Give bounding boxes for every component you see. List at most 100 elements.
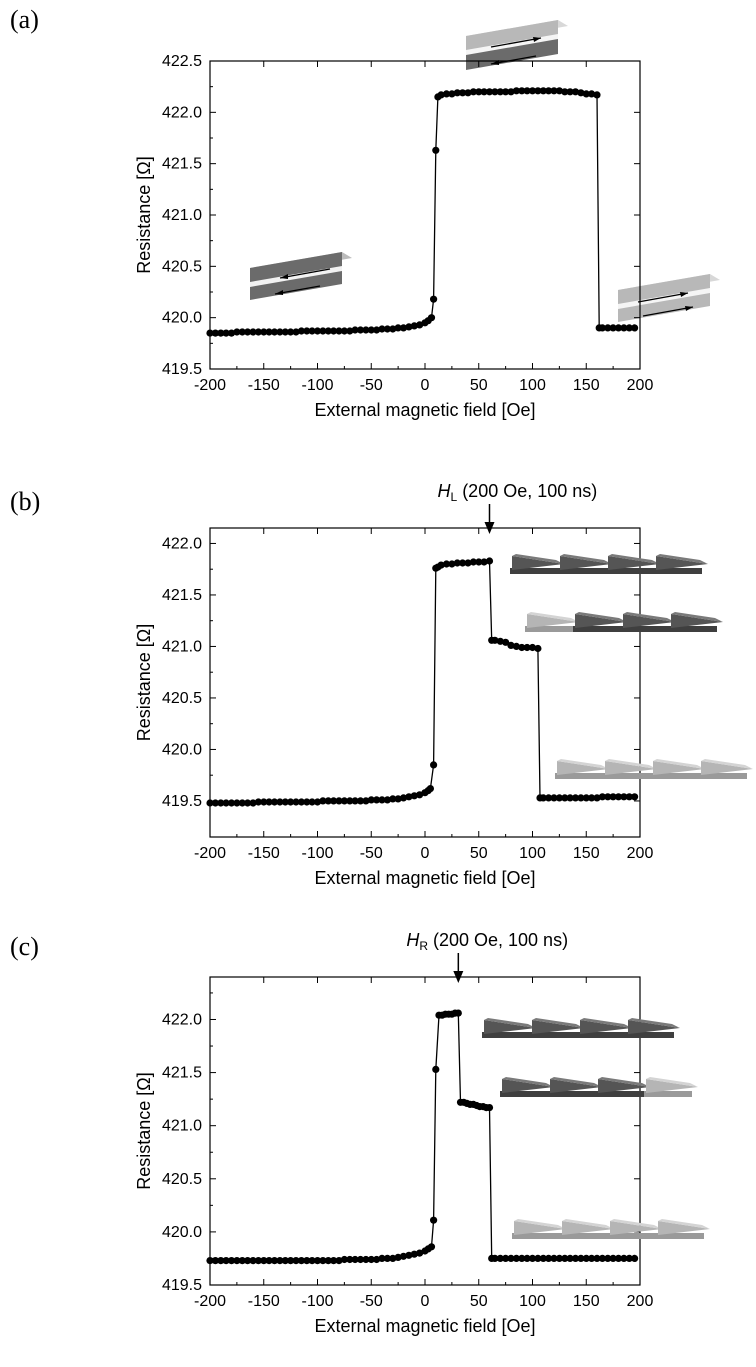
antiparallel-strip-inset	[250, 252, 352, 300]
field-pulse-annotation: HR (200 Oe, 100 ns)	[406, 930, 568, 953]
data-point	[512, 87, 521, 95]
data-point	[330, 797, 338, 805]
data-point	[405, 323, 413, 331]
data-point	[577, 794, 585, 802]
data-point	[539, 87, 547, 95]
data-point	[539, 1254, 547, 1262]
y-tick-label: 419.5	[162, 1277, 202, 1294]
data-point	[427, 314, 436, 322]
data-point	[614, 1254, 623, 1262]
y-axis-label: Resistance [Ω]	[134, 156, 154, 274]
y-tick-label: 420.0	[162, 1224, 202, 1241]
data-point	[244, 1257, 252, 1265]
y-tick-label: 420.0	[162, 741, 202, 758]
data-point	[614, 324, 623, 332]
y-tick-label: 422.5	[162, 53, 202, 70]
data-point	[394, 1253, 402, 1261]
y-tick-label: 420.5	[162, 258, 202, 275]
data-point	[469, 558, 477, 566]
data-point	[448, 560, 456, 568]
x-tick-label: 0	[421, 845, 430, 862]
data-point	[502, 88, 510, 96]
data-point	[254, 328, 262, 336]
data-point	[292, 798, 300, 806]
y-tick-label: 420.5	[162, 690, 202, 707]
y-tick-label: 419.5	[162, 793, 202, 810]
data-point	[335, 1257, 343, 1265]
data-point	[459, 89, 467, 97]
data-point	[598, 324, 607, 332]
data-point	[459, 559, 467, 567]
data-point	[555, 794, 564, 802]
x-tick-label: 150	[573, 377, 600, 394]
data-point	[582, 90, 590, 98]
data-point	[206, 329, 214, 337]
data-point	[518, 643, 526, 652]
data-point	[598, 1254, 607, 1262]
data-point	[442, 90, 451, 98]
data-point	[528, 87, 537, 95]
parallel-strip-right-inset	[618, 274, 720, 322]
data-point	[238, 1257, 246, 1265]
data-point	[593, 91, 601, 99]
data-point	[303, 798, 311, 806]
field-pulse-annotation: HL (200 Oe, 100 ns)	[438, 481, 598, 504]
data-point	[373, 796, 381, 804]
data-point	[454, 1009, 462, 1017]
data-point	[281, 798, 289, 806]
data-point	[335, 327, 343, 335]
data-point	[480, 558, 488, 566]
data-point	[631, 1254, 639, 1262]
data-point	[373, 326, 381, 334]
data-point	[211, 799, 219, 807]
data-point	[448, 90, 456, 98]
domain-row-all-dark-inset	[510, 554, 708, 574]
data-point	[254, 1257, 262, 1265]
domain-row-one-light-right-inset	[500, 1077, 698, 1097]
data-point	[378, 1254, 386, 1262]
data-point	[518, 87, 526, 95]
data-point	[233, 1257, 241, 1265]
data-point	[367, 1255, 375, 1264]
data-point	[545, 794, 553, 802]
data-point	[211, 329, 219, 337]
x-tick-label: -50	[360, 845, 383, 862]
series-line	[210, 90, 635, 334]
y-tick-label: 420.0	[162, 310, 202, 327]
data-point	[287, 1257, 295, 1265]
data-point	[297, 327, 305, 335]
data-point	[356, 797, 365, 805]
data-point	[330, 1257, 338, 1265]
data-point	[340, 797, 348, 805]
data-point	[512, 642, 521, 651]
y-tick-label: 421.5	[162, 156, 202, 173]
data-point	[550, 87, 558, 95]
data-point	[507, 88, 515, 96]
data-point	[249, 799, 257, 807]
data-point	[303, 1257, 311, 1265]
data-point	[609, 793, 617, 801]
data-point	[313, 327, 322, 335]
data-point	[324, 797, 332, 805]
data-point	[571, 1254, 580, 1262]
data-point	[437, 561, 445, 569]
data-point	[362, 797, 370, 805]
data-point	[571, 88, 580, 96]
data-point	[270, 328, 279, 336]
x-tick-label: 100	[519, 845, 546, 862]
data-point	[383, 325, 391, 333]
y-tick-label: 421.0	[162, 638, 202, 655]
data-point	[367, 326, 375, 334]
data-point	[620, 793, 628, 801]
y-tick-label: 421.5	[162, 587, 202, 604]
x-tick-label: -50	[360, 377, 383, 394]
x-tick-label: 200	[627, 845, 654, 862]
data-point	[303, 327, 311, 335]
panel-label: (a)	[10, 5, 39, 34]
data-point	[324, 327, 332, 335]
data-point	[399, 324, 408, 332]
panel-label: (b)	[10, 487, 40, 516]
data-point	[356, 1255, 365, 1264]
data-point	[356, 326, 365, 334]
